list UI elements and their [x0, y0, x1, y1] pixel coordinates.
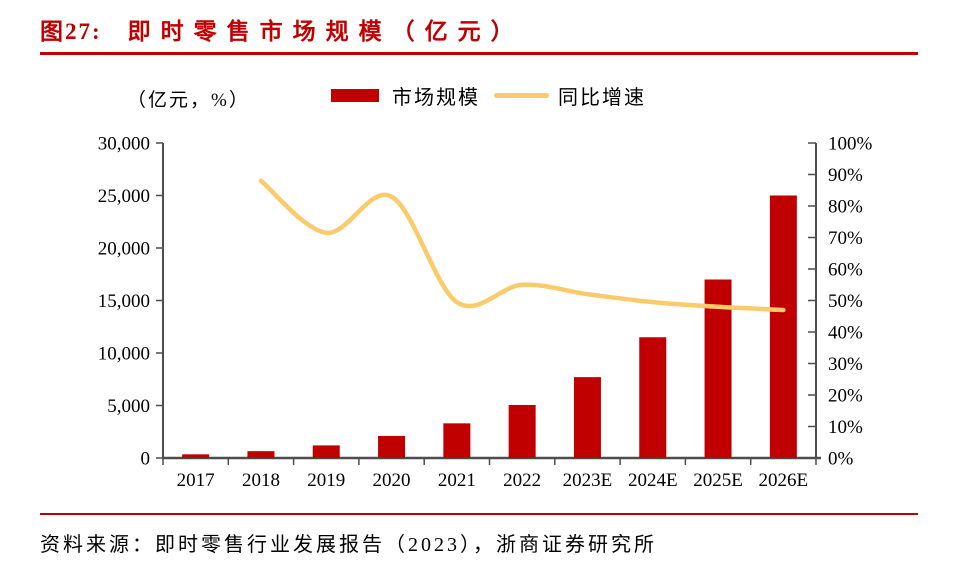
- legend-line-swatch: [494, 92, 549, 98]
- x-axis-category-label: 2024E: [628, 470, 678, 491]
- x-axis-category-label: 2023E: [563, 470, 613, 491]
- x-axis-category-label: 2025E: [693, 470, 743, 491]
- x-axis-category-label: 2018: [242, 470, 280, 491]
- left-axis-tick-label: 30,000: [98, 134, 150, 155]
- title-divider-line: [40, 52, 918, 55]
- right-axis-tick-label: 70%: [828, 228, 863, 249]
- legend-bar-label: 市场规模: [392, 86, 480, 109]
- left-axis-tick-label: 5,000: [107, 396, 150, 417]
- right-axis-tick-label: 10%: [828, 417, 863, 438]
- x-axis-category-label: 2022: [503, 470, 541, 491]
- right-axis-tick-label: 20%: [828, 386, 863, 407]
- x-axis-category-label: 2019: [307, 470, 345, 491]
- right-axis-tick-label: 100%: [828, 134, 873, 155]
- legend-bar-swatch: [331, 88, 379, 102]
- left-axis-tick-label: 20,000: [98, 239, 150, 260]
- bar-2024E: [639, 337, 667, 458]
- growth-rate-line: [258, 178, 786, 313]
- left-axis-tick-label: 0: [141, 449, 151, 470]
- bar-2026E: [769, 195, 797, 458]
- bar-2019: [312, 445, 340, 458]
- figure-number-label: 图27:: [40, 19, 102, 44]
- axis-unit-label: （亿元，%）: [127, 90, 250, 111]
- left-axis-tick-label: 25,000: [98, 186, 150, 207]
- bar-2023E: [573, 377, 601, 458]
- left-axis-tick-label: 15,000: [98, 291, 150, 312]
- footer-divider-line: [40, 513, 918, 515]
- right-axis-tick-label: 40%: [828, 323, 863, 344]
- legend-line-label: 同比增速: [558, 86, 646, 109]
- x-axis-category-label: 2021: [438, 470, 476, 491]
- x-axis-category-label: 2026E: [759, 470, 809, 491]
- right-axis-tick-label: 0%: [828, 449, 854, 470]
- right-axis-tick-label: 50%: [828, 291, 863, 312]
- source-note: 资料来源：即时零售行业发展报告（2023），浙商证券研究所: [40, 534, 657, 556]
- left-axis-tick-label: 10,000: [98, 344, 150, 365]
- bar-2017: [182, 454, 210, 458]
- figure-title: 即时零售市场规模（亿元）: [127, 19, 524, 44]
- bar-2020: [378, 435, 406, 458]
- right-axis-tick-label: 80%: [828, 197, 863, 218]
- chart-legend: 市场规模 同比增速: [331, 85, 646, 109]
- right-axis-tick-label: 30%: [828, 354, 863, 375]
- figure-title-row: 图27: 即时零售市场规模（亿元）: [40, 12, 524, 46]
- right-axis-tick-label: 90%: [828, 165, 863, 186]
- bar-2018: [247, 451, 275, 458]
- bar-2022: [508, 404, 536, 458]
- bar-2021: [443, 423, 471, 458]
- x-axis-category-label: 2020: [373, 470, 411, 491]
- x-axis-category-label: 2017: [177, 470, 215, 491]
- right-axis-tick-label: 60%: [828, 260, 863, 281]
